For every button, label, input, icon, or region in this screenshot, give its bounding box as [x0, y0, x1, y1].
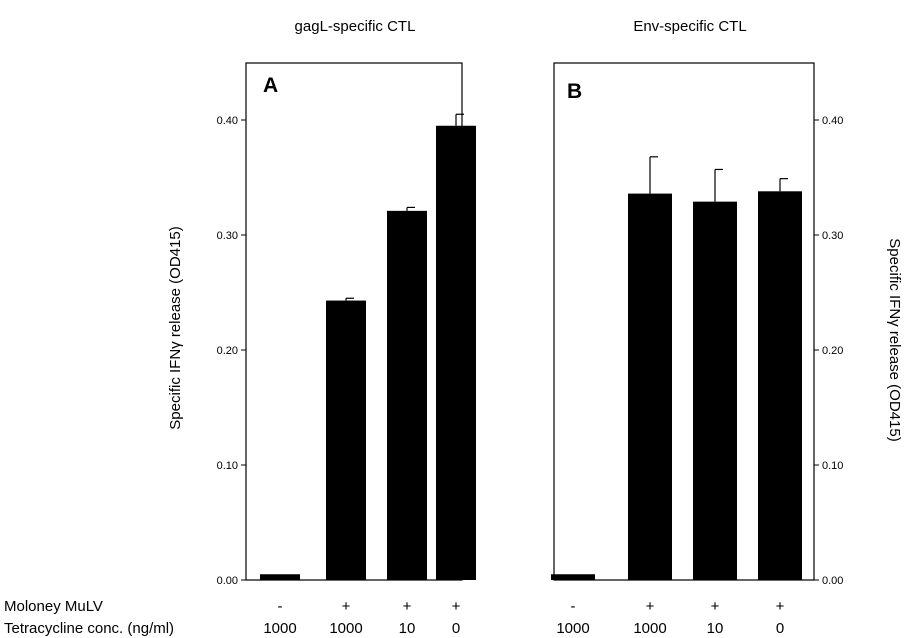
cond-b-tet-3: 0	[776, 620, 784, 637]
chart-marks: 0.00 0.10 0.20 0.30 0.40 0.00 0.10 0.20 0.30 0.40	[217, 113, 843, 587]
cond-a-tet-1: 1000	[329, 620, 362, 637]
cond-b-tet-0: 1000	[556, 620, 589, 637]
panel-a-title: gagL-specific CTL	[295, 18, 416, 35]
cond-b-tet-2: 10	[707, 620, 724, 637]
cond-a-tet-2: 10	[399, 620, 416, 637]
cond-a-virus-0: -	[278, 598, 283, 615]
cond-b-virus-0: -	[571, 598, 576, 615]
cond-b-virus-1: +	[646, 598, 655, 615]
bar-b-1	[628, 193, 672, 580]
bar-a-1	[326, 300, 366, 580]
y-tick-label-a-2: 0.20	[217, 345, 238, 357]
panel-a-ylabel: Specific IFNγ release (OD415)	[167, 226, 184, 429]
y-tick-label-b-2: 0.20	[822, 345, 843, 357]
y-tick-label-b-0: 0.00	[822, 575, 843, 587]
y-tick-label-b-1: 0.10	[822, 460, 843, 472]
bar-b-0	[551, 574, 595, 580]
panel-b-title: Env-specific CTL	[633, 18, 746, 35]
y-tick-label-a-4: 0.40	[217, 115, 238, 127]
y-tick-label-b-3: 0.30	[822, 230, 843, 242]
y-tick-label-a-3: 0.30	[217, 230, 238, 242]
y-tick-label-b-4: 0.40	[822, 115, 843, 127]
panel-a-letter: A	[263, 74, 278, 97]
cond-a-tet-3: 0	[452, 620, 460, 637]
cond-a-tet-0: 1000	[263, 620, 296, 637]
panel-b-frame	[553, 62, 815, 581]
row-label-tet: Tetracycline conc. (ng/ml)	[4, 620, 174, 637]
row-label-virus: Moloney MuLV	[4, 598, 103, 615]
cond-a-virus-3: +	[452, 598, 461, 615]
y-tick-label-a-1: 0.10	[217, 460, 238, 472]
bar-a-2	[387, 210, 427, 580]
y-tick-label-a-0: 0.00	[217, 575, 238, 587]
cond-b-tet-1: 1000	[633, 620, 666, 637]
bar-a-3	[436, 125, 476, 580]
bar-b-3	[758, 191, 802, 581]
panel-b-ylabel: Specific IFNγ release (OD415)	[886, 238, 903, 441]
bar-a-0	[260, 574, 300, 580]
cond-a-virus-2: +	[403, 598, 412, 615]
cond-b-virus-3: +	[776, 598, 785, 615]
bar-b-2	[693, 201, 737, 580]
cond-a-virus-1: +	[342, 598, 351, 615]
cond-b-virus-2: +	[711, 598, 720, 615]
panel-b-letter: B	[567, 80, 582, 103]
